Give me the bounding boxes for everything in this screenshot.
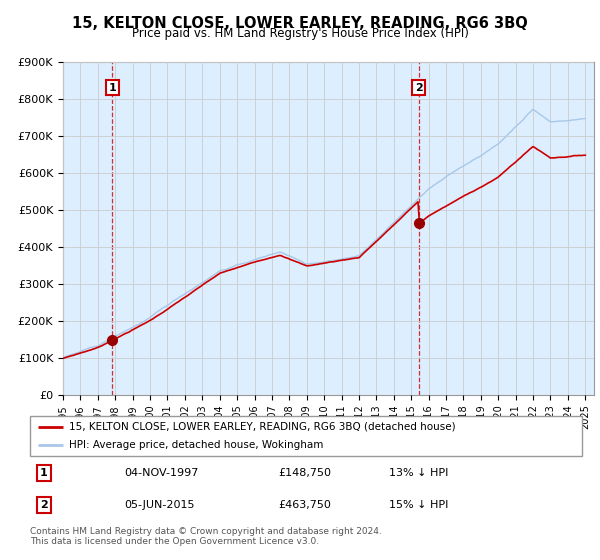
- Text: £463,750: £463,750: [278, 500, 331, 510]
- Text: £148,750: £148,750: [278, 468, 331, 478]
- Text: 05-JUN-2015: 05-JUN-2015: [124, 500, 194, 510]
- Text: 15, KELTON CLOSE, LOWER EARLEY, READING, RG6 3BQ: 15, KELTON CLOSE, LOWER EARLEY, READING,…: [72, 16, 528, 31]
- FancyBboxPatch shape: [30, 416, 582, 456]
- Text: Price paid vs. HM Land Registry's House Price Index (HPI): Price paid vs. HM Land Registry's House …: [131, 27, 469, 40]
- Text: 2: 2: [415, 82, 422, 92]
- Text: 15% ↓ HPI: 15% ↓ HPI: [389, 500, 448, 510]
- Text: 1: 1: [40, 468, 47, 478]
- Text: Contains HM Land Registry data © Crown copyright and database right 2024.
This d: Contains HM Land Registry data © Crown c…: [30, 526, 382, 546]
- Text: HPI: Average price, detached house, Wokingham: HPI: Average price, detached house, Woki…: [68, 440, 323, 450]
- Text: 15, KELTON CLOSE, LOWER EARLEY, READING, RG6 3BQ (detached house): 15, KELTON CLOSE, LOWER EARLEY, READING,…: [68, 422, 455, 432]
- Text: 1: 1: [109, 82, 116, 92]
- Text: 13% ↓ HPI: 13% ↓ HPI: [389, 468, 448, 478]
- Text: 2: 2: [40, 500, 47, 510]
- Text: 04-NOV-1997: 04-NOV-1997: [124, 468, 198, 478]
